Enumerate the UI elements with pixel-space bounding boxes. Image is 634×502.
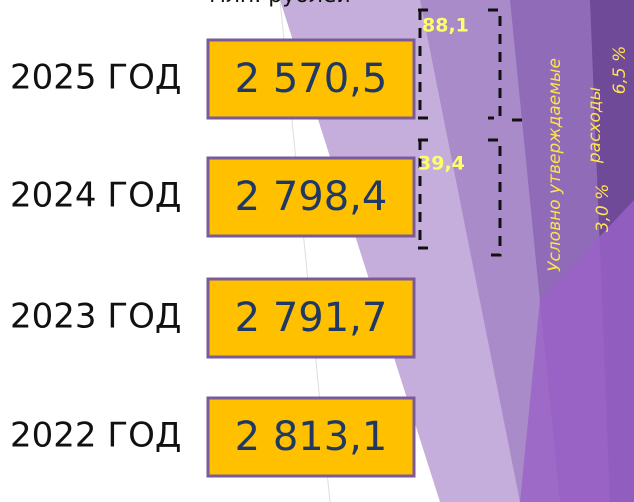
value-label: 2 813,1 xyxy=(235,414,388,460)
year-label: 2025 ГОД xyxy=(10,58,181,98)
bracket xyxy=(418,8,432,120)
year-label: 2023 ГОД xyxy=(10,297,181,337)
value-box xyxy=(206,396,416,478)
increment: 88,1 xyxy=(422,15,469,37)
value-box xyxy=(206,277,416,359)
value-label: 2 570,5 xyxy=(235,56,388,102)
year-label: 2022 ГОД xyxy=(10,416,181,456)
percent: 6,5 % xyxy=(610,46,630,95)
bg-shape xyxy=(520,200,634,502)
value-box xyxy=(206,156,416,238)
bracket xyxy=(488,8,502,120)
value-box xyxy=(206,38,416,120)
bracket xyxy=(418,138,432,250)
year-label: 2024 ГОД xyxy=(10,176,181,216)
value-label: 2 798,4 xyxy=(235,174,388,220)
value-label: 2 791,7 xyxy=(235,295,388,341)
side-label: Условно утверждаемые расходы xyxy=(545,58,605,272)
side-label-line: расходы xyxy=(585,87,605,164)
percent: 3,0 % xyxy=(593,184,613,233)
brackets xyxy=(418,8,522,257)
side-label-line: Условно утверждаемые xyxy=(545,58,565,272)
rows: 2025 ГОД 2 570,5 2024 ГОД 2 798,4 2023 ГОД 2 … xyxy=(10,38,416,478)
unit-label: млн. рублей xyxy=(209,0,350,8)
bracket xyxy=(488,138,502,257)
increment: 39,4 xyxy=(418,153,465,175)
